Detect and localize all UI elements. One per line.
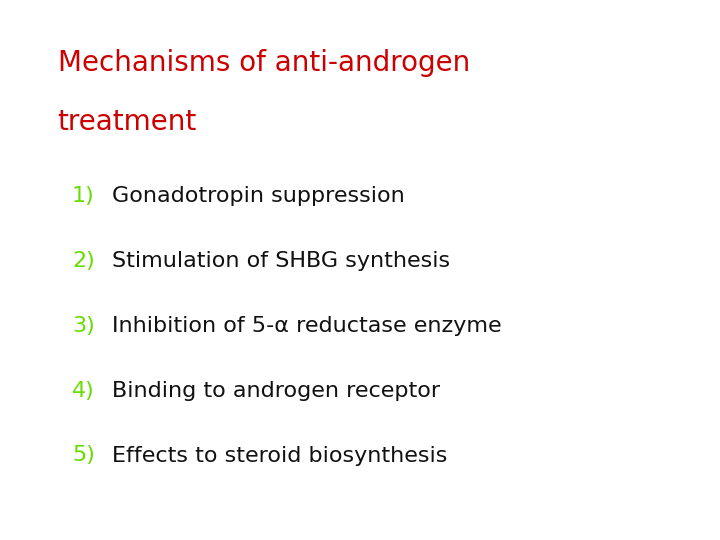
Text: Stimulation of SHBG synthesis: Stimulation of SHBG synthesis — [112, 251, 450, 271]
Text: treatment: treatment — [58, 108, 197, 136]
Text: 1): 1) — [72, 186, 95, 206]
Text: Effects to steroid biosynthesis: Effects to steroid biosynthesis — [112, 446, 447, 465]
Text: 5): 5) — [72, 446, 95, 465]
Text: Binding to androgen receptor: Binding to androgen receptor — [112, 381, 440, 401]
Text: 3): 3) — [72, 316, 95, 336]
Text: Mechanisms of anti-androgen: Mechanisms of anti-androgen — [58, 49, 470, 77]
Text: Gonadotropin suppression: Gonadotropin suppression — [112, 186, 405, 206]
Text: 4): 4) — [72, 381, 95, 401]
Text: Inhibition of 5-α reductase enzyme: Inhibition of 5-α reductase enzyme — [112, 316, 501, 336]
Text: 2): 2) — [72, 251, 95, 271]
